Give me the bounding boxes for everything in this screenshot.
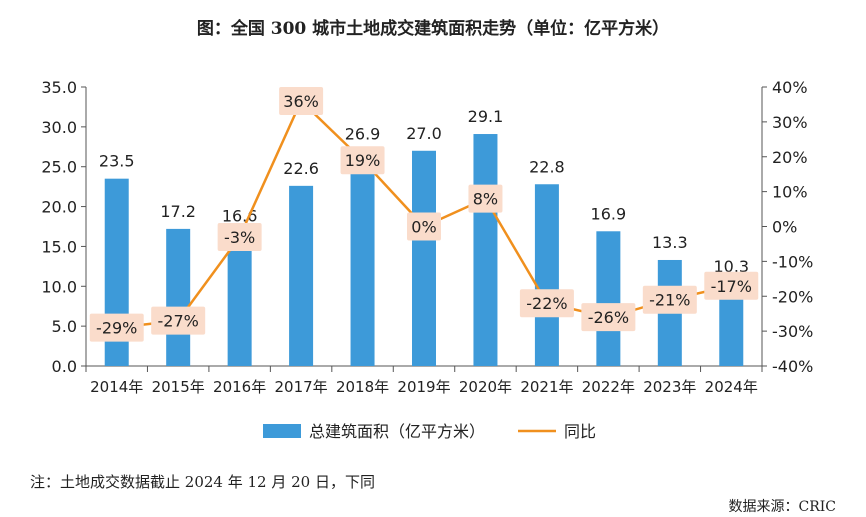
bar-value-label: 29.1 [468, 107, 504, 126]
left-axis-tick-label: 10.0 [41, 277, 77, 296]
x-axis-tick-label: 2014年 [90, 378, 143, 396]
bar [596, 231, 621, 366]
yoy-value-label: -27% [158, 312, 199, 331]
yoy-value-label: 19% [345, 151, 381, 170]
yoy-label-bg [581, 303, 636, 332]
yoy-label-bg [519, 289, 574, 318]
x-axis-tick-label: 2022年 [582, 378, 635, 396]
yoy-label-bg [89, 313, 144, 342]
yoy-value-label: -26% [588, 308, 629, 327]
yoy-label-bg [279, 86, 324, 115]
yoy-value-label: -22% [526, 294, 567, 313]
right-axis-tick-label: 0% [772, 218, 797, 237]
right-axis-tick-label: -20% [772, 287, 813, 306]
yoy-label-bg [407, 212, 441, 241]
bar [227, 233, 252, 366]
bar [412, 150, 436, 366]
yoy-label-bg [217, 222, 262, 251]
x-axis-tick-label: 2020年 [459, 378, 512, 396]
right-axis-tick-label: 20% [772, 148, 808, 167]
chart-title: 图：全国 300 城市土地成交建筑面积走势（单位：亿平方米） [196, 19, 670, 39]
bar-value-label: 27.0 [406, 124, 442, 143]
bar [289, 185, 314, 366]
bar-value-label: 22.6 [283, 159, 319, 178]
bar-value-label: 16.9 [591, 204, 627, 223]
x-axis-tick-label: 2019年 [397, 378, 450, 396]
left-axis-tick-label: 30.0 [41, 118, 77, 137]
bar [166, 228, 191, 366]
bar-value-label: 23.5 [99, 152, 135, 171]
x-axis-tick-label: 2017年 [274, 378, 327, 396]
yoy-label-bg [468, 184, 503, 213]
legend-bar-label: 总建筑面积（亿平方米） [309, 422, 485, 441]
yoy-label-bg [704, 271, 759, 300]
bar-value-label: 17.2 [160, 202, 196, 221]
yoy-label-bg [151, 306, 206, 335]
right-axis-tick-label: -30% [772, 322, 813, 341]
left-axis-tick-label: 20.0 [41, 198, 77, 217]
left-axis-tick-label: 35.0 [41, 78, 77, 97]
yoy-label-bg [642, 285, 697, 314]
right-axis-tick-label: -10% [772, 252, 813, 271]
bar-value-label: 26.9 [345, 125, 381, 144]
x-axis-tick-label: 2015年 [152, 378, 205, 396]
source-note: 数据来源：CRIC [728, 499, 837, 515]
x-axis-tick-label: 2018年 [336, 378, 389, 396]
yoy-value-label: -3% [224, 228, 255, 247]
yoy-label-bg [340, 146, 385, 175]
right-axis-tick-label: 10% [772, 183, 808, 202]
yoy-value-label: 0% [411, 218, 436, 237]
bar [350, 151, 375, 366]
yoy-value-label: -21% [649, 291, 690, 310]
bar-value-label: 10.3 [713, 257, 749, 276]
right-axis-tick-label: 30% [772, 113, 808, 132]
bar-value-label: 13.3 [652, 233, 688, 252]
yoy-value-label: -17% [711, 277, 752, 296]
bar [473, 134, 498, 366]
right-axis-tick-label: -40% [772, 357, 813, 376]
right-axis-tick-label: 40% [772, 78, 808, 97]
footnote: 注：土地成交数据截止 2024 年 12 月 20 日，下同 [30, 473, 375, 491]
legend-bar-swatch [263, 424, 301, 438]
x-axis-tick-label: 2021年 [520, 378, 573, 396]
left-axis-tick-label: 5.0 [52, 317, 77, 336]
left-axis-tick-label: 0.0 [52, 357, 77, 376]
yoy-value-label: -29% [96, 319, 137, 338]
bar [534, 184, 559, 366]
bar-value-label: 16.6 [222, 207, 258, 226]
legend-line-label: 同比 [564, 422, 596, 441]
x-axis-tick-label: 2016年 [213, 378, 266, 396]
left-axis-tick-label: 15.0 [41, 237, 77, 256]
yoy-value-label: 36% [283, 92, 319, 111]
bar-value-label: 22.8 [529, 157, 565, 176]
yoy-value-label: 8% [473, 190, 498, 209]
x-axis-tick-label: 2023年 [643, 378, 696, 396]
left-axis-tick-label: 25.0 [41, 158, 77, 177]
x-axis-tick-label: 2024年 [705, 378, 758, 396]
